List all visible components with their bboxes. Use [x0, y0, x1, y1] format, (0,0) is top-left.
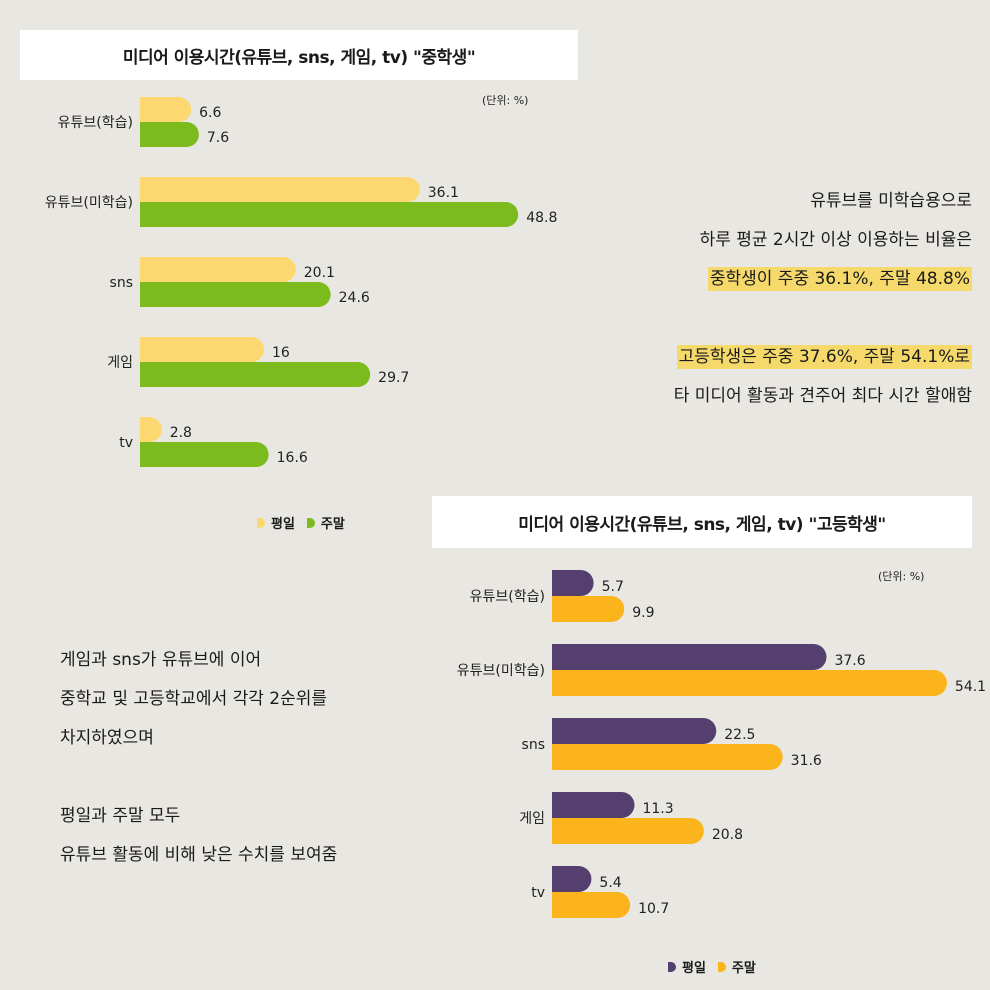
bar-weekend: [140, 362, 371, 387]
category-label: 게임: [519, 811, 545, 827]
bar-value-label: 5.7: [602, 579, 624, 595]
bar-value-label: 54.1: [955, 679, 986, 695]
legend-label-weekday: 평일: [682, 961, 706, 976]
bar-weekend: [140, 122, 199, 147]
bar-weekend: [552, 892, 631, 918]
bar-value-label: 29.7: [378, 370, 409, 386]
bar-value-label: 16: [272, 345, 290, 361]
category-label: 유튜브(학습): [470, 589, 545, 605]
bar-value-label: 16.6: [277, 450, 308, 466]
bar-weekend: [552, 744, 783, 770]
note-line: 유튜브 활동에 비해 낮은 수치를 보여줌: [60, 845, 338, 865]
bar-weekday: [140, 337, 264, 362]
bar-value-label: 5.4: [599, 875, 621, 891]
bar-weekday: [140, 97, 192, 122]
bar-value-label: 7.6: [207, 130, 229, 146]
bar-weekend: [552, 596, 625, 622]
chart1-title: 미디어 이용시간(유튜브, sns, 게임, tv) "중학생": [20, 30, 578, 80]
category-label: 유튜브(미학습): [45, 195, 133, 211]
bar-weekend: [140, 202, 519, 227]
bar-weekday: [552, 718, 717, 744]
note-line: 게임과 sns가 유튜브에 이어: [60, 650, 262, 670]
bar-value-label: 6.6: [199, 105, 221, 121]
note-highlight: 고등학생은 주중 37.6%, 주말 54.1%로: [676, 345, 972, 369]
bar-weekday: [552, 644, 827, 670]
note-highlight: 중학생이 주중 36.1%, 주말 48.8%: [707, 267, 972, 291]
legend-label-weekday: 평일: [271, 517, 295, 532]
note-line: 중학교 및 고등학교에서 각각 2순위를: [60, 689, 328, 709]
note-line: 타 미디어 활동과 견주어 최다 시간 할애함: [673, 386, 972, 406]
note-line: 유튜브를 미학습용으로: [810, 191, 972, 211]
bar-weekend: [552, 818, 704, 844]
bar-value-label: 20.1: [304, 265, 335, 281]
bar-weekend: [140, 442, 269, 467]
chart2-title: 미디어 이용시간(유튜브, sns, 게임, tv) "고등학생": [432, 496, 972, 548]
bar-value-label: 22.5: [724, 727, 755, 743]
bar-value-label: 9.9: [632, 605, 654, 621]
bar-weekend: [552, 670, 947, 696]
chart1-legend: 평일 주말: [257, 513, 345, 532]
note-line: 하루 평균 2시간 이상 이용하는 비율은: [699, 230, 972, 250]
bar-value-label: 48.8: [526, 210, 557, 226]
legend-swatch-weekday: [257, 517, 265, 528]
bar-value-label: 10.7: [638, 901, 669, 917]
bar-value-label: 31.6: [791, 753, 822, 769]
legend-swatch-weekend: [717, 961, 726, 972]
bar-value-label: 37.6: [834, 653, 865, 669]
category-label: 유튜브(미학습): [457, 663, 545, 679]
chart1-unit-label: (단위: %): [482, 94, 529, 107]
note-line: 차지하였으며: [60, 728, 154, 748]
summary-note-right: 유튜브를 미학습용으로 하루 평균 2시간 이상 이용하는 비율은 중학생이 주…: [674, 182, 972, 416]
category-label: sns: [522, 737, 545, 753]
category-label: sns: [110, 275, 133, 291]
category-label: tv: [119, 435, 133, 451]
bar-weekday: [140, 177, 420, 202]
summary-note-left: 게임과 sns가 유튜브에 이어 중학교 및 고등학교에서 각각 2순위를 차지…: [60, 641, 337, 875]
bar-weekday: [140, 417, 162, 442]
bar-weekday: [140, 257, 296, 282]
legend-label-weekend: 주말: [731, 961, 756, 976]
legend-label-weekend: 주말: [320, 517, 345, 532]
bar-value-label: 11.3: [642, 801, 673, 817]
bar-value-label: 24.6: [339, 290, 370, 306]
legend-swatch-weekend: [306, 517, 315, 528]
note-line: 평일과 주말 모두: [60, 806, 181, 826]
category-label: 게임: [107, 355, 133, 371]
bar-weekday: [552, 792, 635, 818]
bar-value-label: 2.8: [170, 425, 192, 441]
bar-weekday: [552, 866, 592, 892]
legend-swatch-weekday: [668, 961, 676, 972]
bar-value-label: 36.1: [428, 185, 459, 201]
chart2-legend: 평일 주말: [668, 957, 756, 976]
bar-value-label: 20.8: [712, 827, 743, 843]
bar-weekday: [552, 570, 594, 596]
chart2-unit-label: (단위: %): [878, 570, 925, 583]
category-label: tv: [531, 885, 545, 901]
bar-weekend: [140, 282, 331, 307]
category-label: 유튜브(학습): [58, 115, 133, 131]
